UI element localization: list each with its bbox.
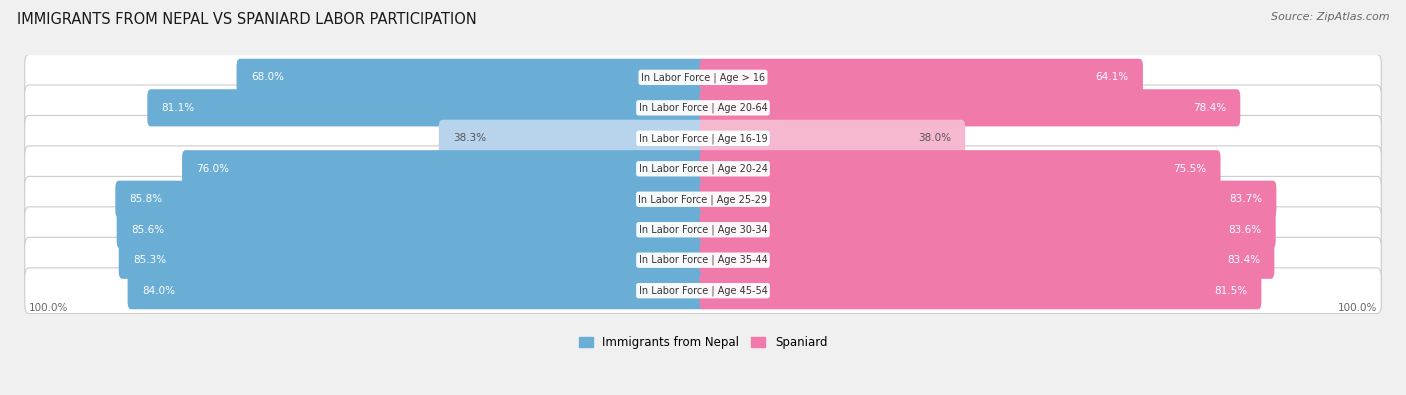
FancyBboxPatch shape (25, 268, 1381, 314)
FancyBboxPatch shape (700, 89, 1240, 126)
FancyBboxPatch shape (181, 150, 706, 187)
FancyBboxPatch shape (25, 115, 1381, 161)
Text: 38.0%: 38.0% (918, 133, 950, 143)
FancyBboxPatch shape (115, 181, 706, 218)
Text: 85.6%: 85.6% (131, 225, 165, 235)
Text: In Labor Force | Age 45-54: In Labor Force | Age 45-54 (638, 286, 768, 296)
Text: 83.7%: 83.7% (1229, 194, 1263, 204)
Text: 64.1%: 64.1% (1095, 72, 1129, 82)
Text: 76.0%: 76.0% (197, 164, 229, 174)
Text: 75.5%: 75.5% (1173, 164, 1206, 174)
FancyBboxPatch shape (128, 272, 706, 309)
FancyBboxPatch shape (25, 146, 1381, 192)
Legend: Immigrants from Nepal, Spaniard: Immigrants from Nepal, Spaniard (579, 336, 827, 349)
Text: 85.3%: 85.3% (134, 255, 166, 265)
FancyBboxPatch shape (236, 59, 706, 96)
FancyBboxPatch shape (118, 242, 706, 279)
Text: 68.0%: 68.0% (250, 72, 284, 82)
Text: 84.0%: 84.0% (142, 286, 174, 296)
Text: 83.4%: 83.4% (1227, 255, 1260, 265)
Text: In Labor Force | Age 20-64: In Labor Force | Age 20-64 (638, 103, 768, 113)
Text: In Labor Force | Age 35-44: In Labor Force | Age 35-44 (638, 255, 768, 265)
FancyBboxPatch shape (700, 242, 1274, 279)
Text: 83.6%: 83.6% (1229, 225, 1261, 235)
FancyBboxPatch shape (700, 211, 1275, 248)
Text: In Labor Force | Age 30-34: In Labor Force | Age 30-34 (638, 224, 768, 235)
Text: 85.8%: 85.8% (129, 194, 163, 204)
FancyBboxPatch shape (25, 237, 1381, 283)
FancyBboxPatch shape (700, 181, 1277, 218)
Text: 100.0%: 100.0% (30, 303, 69, 312)
Text: In Labor Force | Age > 16: In Labor Force | Age > 16 (641, 72, 765, 83)
FancyBboxPatch shape (25, 207, 1381, 252)
Text: 78.4%: 78.4% (1192, 103, 1226, 113)
FancyBboxPatch shape (700, 150, 1220, 187)
FancyBboxPatch shape (25, 177, 1381, 222)
Text: In Labor Force | Age 16-19: In Labor Force | Age 16-19 (638, 133, 768, 143)
Text: In Labor Force | Age 20-24: In Labor Force | Age 20-24 (638, 164, 768, 174)
FancyBboxPatch shape (117, 211, 706, 248)
FancyBboxPatch shape (700, 59, 1143, 96)
FancyBboxPatch shape (700, 120, 965, 157)
FancyBboxPatch shape (439, 120, 706, 157)
Text: Source: ZipAtlas.com: Source: ZipAtlas.com (1271, 12, 1389, 22)
FancyBboxPatch shape (700, 272, 1261, 309)
FancyBboxPatch shape (25, 55, 1381, 100)
Text: 38.3%: 38.3% (453, 133, 486, 143)
Text: 100.0%: 100.0% (1337, 303, 1376, 312)
FancyBboxPatch shape (148, 89, 706, 126)
FancyBboxPatch shape (25, 85, 1381, 131)
Text: In Labor Force | Age 25-29: In Labor Force | Age 25-29 (638, 194, 768, 205)
Text: 81.1%: 81.1% (162, 103, 195, 113)
Text: IMMIGRANTS FROM NEPAL VS SPANIARD LABOR PARTICIPATION: IMMIGRANTS FROM NEPAL VS SPANIARD LABOR … (17, 12, 477, 27)
Text: 81.5%: 81.5% (1213, 286, 1247, 296)
